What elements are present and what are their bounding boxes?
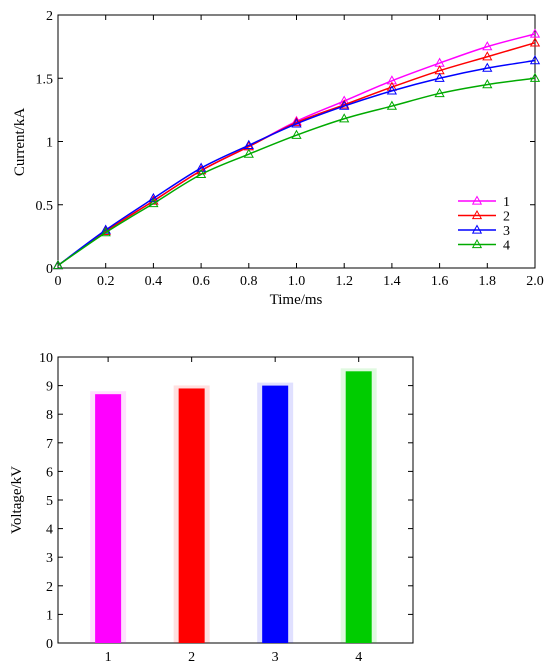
bar-4 (345, 371, 372, 643)
data-point-4 (195, 168, 207, 179)
data-point-3 (386, 85, 398, 95)
y-tick-label: 1 (46, 136, 53, 151)
x-tick-label: 0.8 (240, 274, 258, 289)
y-tick-label: 2 (46, 580, 53, 595)
data-point-3 (148, 192, 159, 203)
y-tick-label: 2 (46, 9, 53, 24)
y-tick-label: 10 (39, 351, 53, 366)
current-chart-xlabel: Time/ms (270, 292, 323, 308)
x-tick-label: 0.4 (145, 274, 163, 289)
legend-label-4: 4 (503, 239, 510, 254)
y-tick-label: 0 (46, 637, 53, 652)
legend-label-1: 1 (503, 195, 510, 210)
series-line-2 (57, 42, 536, 267)
legend-marker-3 (471, 224, 483, 234)
y-tick-label: 7 (46, 437, 53, 452)
data-point-4 (339, 113, 350, 123)
data-point-4 (100, 227, 111, 237)
data-point-3 (243, 139, 254, 149)
x-tick-label: 0 (55, 274, 62, 289)
legend-marker-1 (471, 195, 483, 205)
y-tick-label: 4 (46, 523, 53, 538)
data-point-2 (529, 37, 541, 47)
y-tick-label: 5 (46, 494, 53, 509)
bar-1 (95, 394, 122, 643)
x-tick-label: 2 (188, 650, 195, 665)
data-point-3 (482, 62, 493, 72)
x-tick-label: 0.2 (97, 274, 115, 289)
data-point-4 (434, 87, 445, 98)
current-chart-ylabel: Current/kA (12, 108, 28, 176)
series-4 (52, 72, 541, 270)
x-tick-label: 0.6 (192, 274, 210, 289)
y-tick-label: 6 (46, 465, 53, 480)
data-point-4 (529, 72, 541, 82)
x-tick-label: 4 (355, 650, 362, 665)
data-point-3 (529, 55, 541, 65)
data-point-3 (195, 162, 207, 172)
data-point-4 (482, 79, 493, 89)
data-point-3 (339, 100, 350, 110)
data-point-4 (148, 197, 159, 208)
y-tick-label: 3 (46, 551, 53, 566)
y-tick-label: 8 (46, 408, 53, 423)
series-line-3 (57, 59, 536, 267)
data-point-1 (529, 28, 541, 38)
data-point-1 (386, 75, 398, 85)
series-line-4 (57, 77, 536, 267)
data-point-4 (243, 148, 254, 158)
data-point-2 (482, 51, 493, 61)
bar-2 (178, 388, 205, 643)
y-tick-label: 1 (46, 608, 53, 623)
y-tick-label: 0 (46, 262, 53, 277)
x-tick-label: 1.6 (431, 274, 449, 289)
data-point-1 (482, 41, 493, 51)
data-point-2 (339, 99, 350, 109)
x-tick-label: 1.0 (288, 274, 306, 289)
legend-marker-2 (471, 209, 483, 220)
data-point-4 (291, 129, 302, 139)
data-point-2 (291, 117, 302, 127)
y-tick-label: 1.5 (36, 72, 54, 87)
x-tick-label: 1.2 (335, 274, 353, 289)
data-point-3 (434, 72, 445, 82)
legend-label-3: 3 (503, 224, 510, 239)
x-tick-label: 1 (105, 650, 112, 665)
series-1 (52, 28, 541, 270)
x-tick-label: 3 (272, 650, 279, 665)
data-point-4 (52, 259, 64, 270)
x-tick-label: 1.8 (479, 274, 497, 289)
y-tick-label: 9 (46, 380, 53, 395)
data-point-3 (291, 118, 302, 128)
legend-label-2: 2 (503, 210, 510, 225)
series-3 (52, 55, 541, 270)
x-tick-label: 1.4 (383, 274, 401, 289)
bar-3 (262, 385, 289, 643)
y-tick-label: 0.5 (36, 199, 54, 214)
x-tick-label: 2.0 (526, 274, 544, 289)
data-point-4 (386, 100, 398, 110)
voltage-chart: Voltage/kV 0 1 2 3 4 5 6 7 8 9 10 1 2 3 4 (9, 351, 414, 665)
voltage-chart-ylabel: Voltage/kV (9, 466, 25, 534)
current-chart: Current/kA Time/ms 0 0.2 0.4 0.6 0.8 1.0 1.2 1.… (12, 9, 544, 308)
legend-marker-4 (471, 238, 483, 249)
